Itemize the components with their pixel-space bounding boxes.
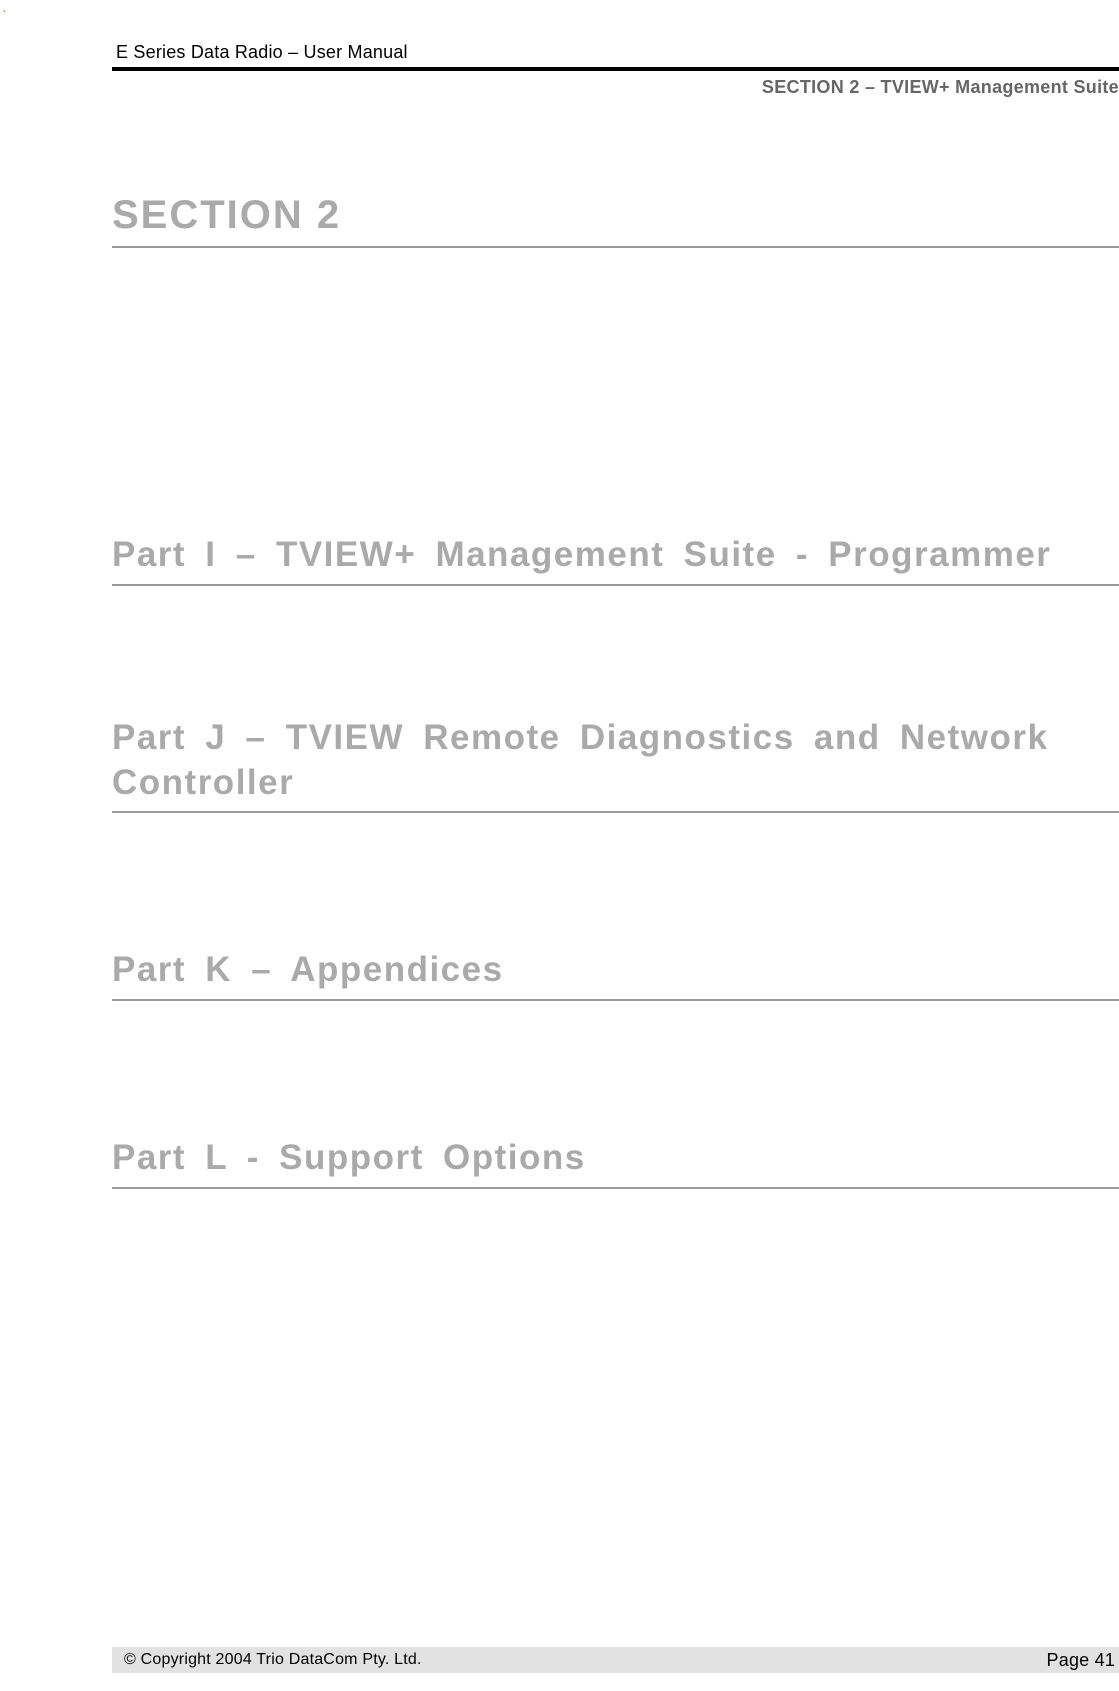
part-rule [112, 811, 1119, 813]
part-heading-i: Part I – TVIEW+ Management Suite - Progr… [112, 533, 1119, 578]
part-block-l: Part L - Support Options [112, 1136, 1119, 1189]
section-rule [112, 246, 1119, 248]
part-rule [112, 584, 1119, 586]
header-rule [112, 67, 1119, 71]
page-number: Page 41 [1047, 1650, 1115, 1671]
part-heading-j: Part J – TVIEW Remote Diagnostics and Ne… [112, 716, 1119, 806]
content-area: SECTION 2 Part I – TVIEW+ Management Sui… [112, 193, 1119, 1189]
part-block-k: Part K – Appendices [112, 948, 1119, 1001]
header-title: E Series Data Radio – User Manual [116, 42, 1119, 63]
footer-bar: © Copyright 2004 Trio DataCom Pty. Ltd. … [112, 1647, 1119, 1673]
part-rule [112, 999, 1119, 1001]
page-container: E Series Data Radio – User Manual SECTIO… [0, 0, 1119, 1691]
footer: © Copyright 2004 Trio DataCom Pty. Ltd. … [112, 1647, 1119, 1673]
section-heading: SECTION 2 [112, 193, 1119, 238]
header-subtitle: SECTION 2 – TVIEW+ Management Suite [112, 77, 1119, 98]
part-rule [112, 1187, 1119, 1189]
part-block-i: Part I – TVIEW+ Management Suite - Progr… [112, 533, 1119, 586]
part-heading-l: Part L - Support Options [112, 1136, 1119, 1181]
part-heading-k: Part K – Appendices [112, 948, 1119, 993]
part-block-j: Part J – TVIEW Remote Diagnostics and Ne… [112, 716, 1119, 814]
copyright-text: © Copyright 2004 Trio DataCom Pty. Ltd. [124, 1651, 422, 1669]
